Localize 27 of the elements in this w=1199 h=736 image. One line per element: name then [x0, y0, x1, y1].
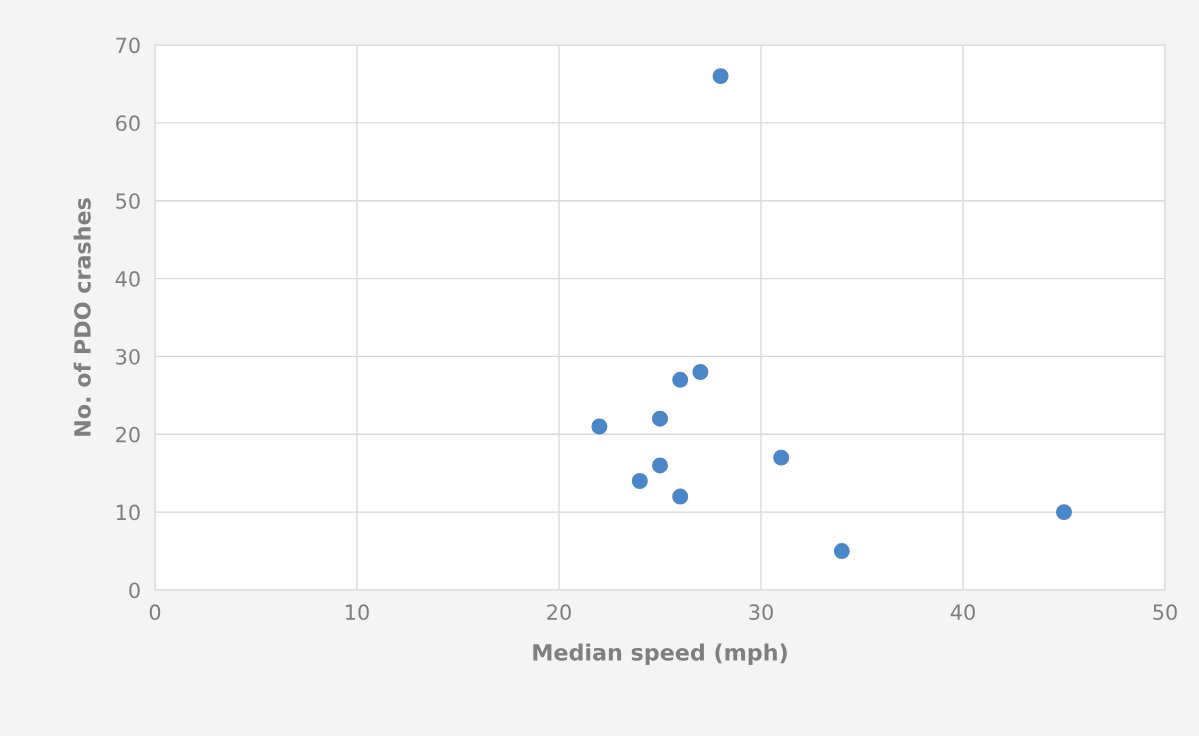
y-tick-label: 0 [129, 582, 140, 599]
y-tick-label: 40 [115, 271, 140, 287]
y-tick-label: 20 [116, 426, 140, 443]
point [712, 68, 729, 85]
point [652, 457, 668, 474]
x-axis-title: Median speed (mph) [533, 643, 787, 665]
point [1056, 504, 1072, 521]
y-tick-label: 50 [116, 193, 140, 209]
x-tick-label: 10 [346, 604, 369, 621]
y-tick-label: 70 [116, 37, 140, 54]
y-axis-title: No. of PDO crashes [73, 198, 91, 436]
point [773, 449, 790, 466]
point [692, 364, 709, 380]
point [631, 473, 648, 489]
point [672, 371, 689, 388]
x-tick-label: 40 [950, 604, 975, 621]
y-tick-label: 10 [116, 504, 140, 521]
x-tick-label: 0 [149, 604, 161, 621]
point [833, 543, 850, 560]
point [672, 488, 689, 505]
x-tick-label: 30 [749, 604, 773, 621]
x-tick-label: 50 [1153, 604, 1177, 621]
point [591, 418, 608, 435]
point [652, 410, 668, 427]
x-tick-label: 20 [547, 604, 571, 621]
y-tick-label: 60 [116, 115, 140, 132]
y-tick-label: 30 [116, 348, 140, 365]
